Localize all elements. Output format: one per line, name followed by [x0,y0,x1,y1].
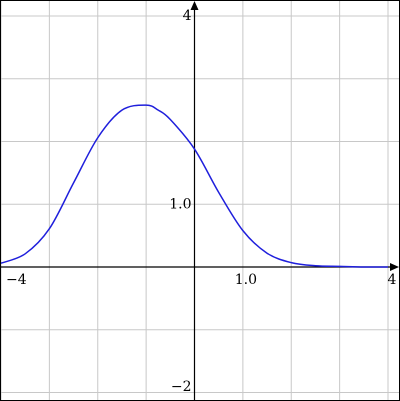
y-axis-arrowhead [190,1,199,10]
series-layer [0,104,389,268]
y-tick-label: −2 [171,379,192,395]
x-axis-arrowhead [390,263,399,271]
x-tick-label: 4 [388,272,397,288]
y-tick-label: 1.0 [169,196,191,212]
x-tick-label: 1.0 [235,272,257,288]
tick-labels: −4 1.0 4 4 1.0 −2 [6,8,397,395]
y-tick-label: 4 [183,8,192,24]
x-tick-label: −4 [6,272,27,288]
series-line-0 [0,104,389,268]
